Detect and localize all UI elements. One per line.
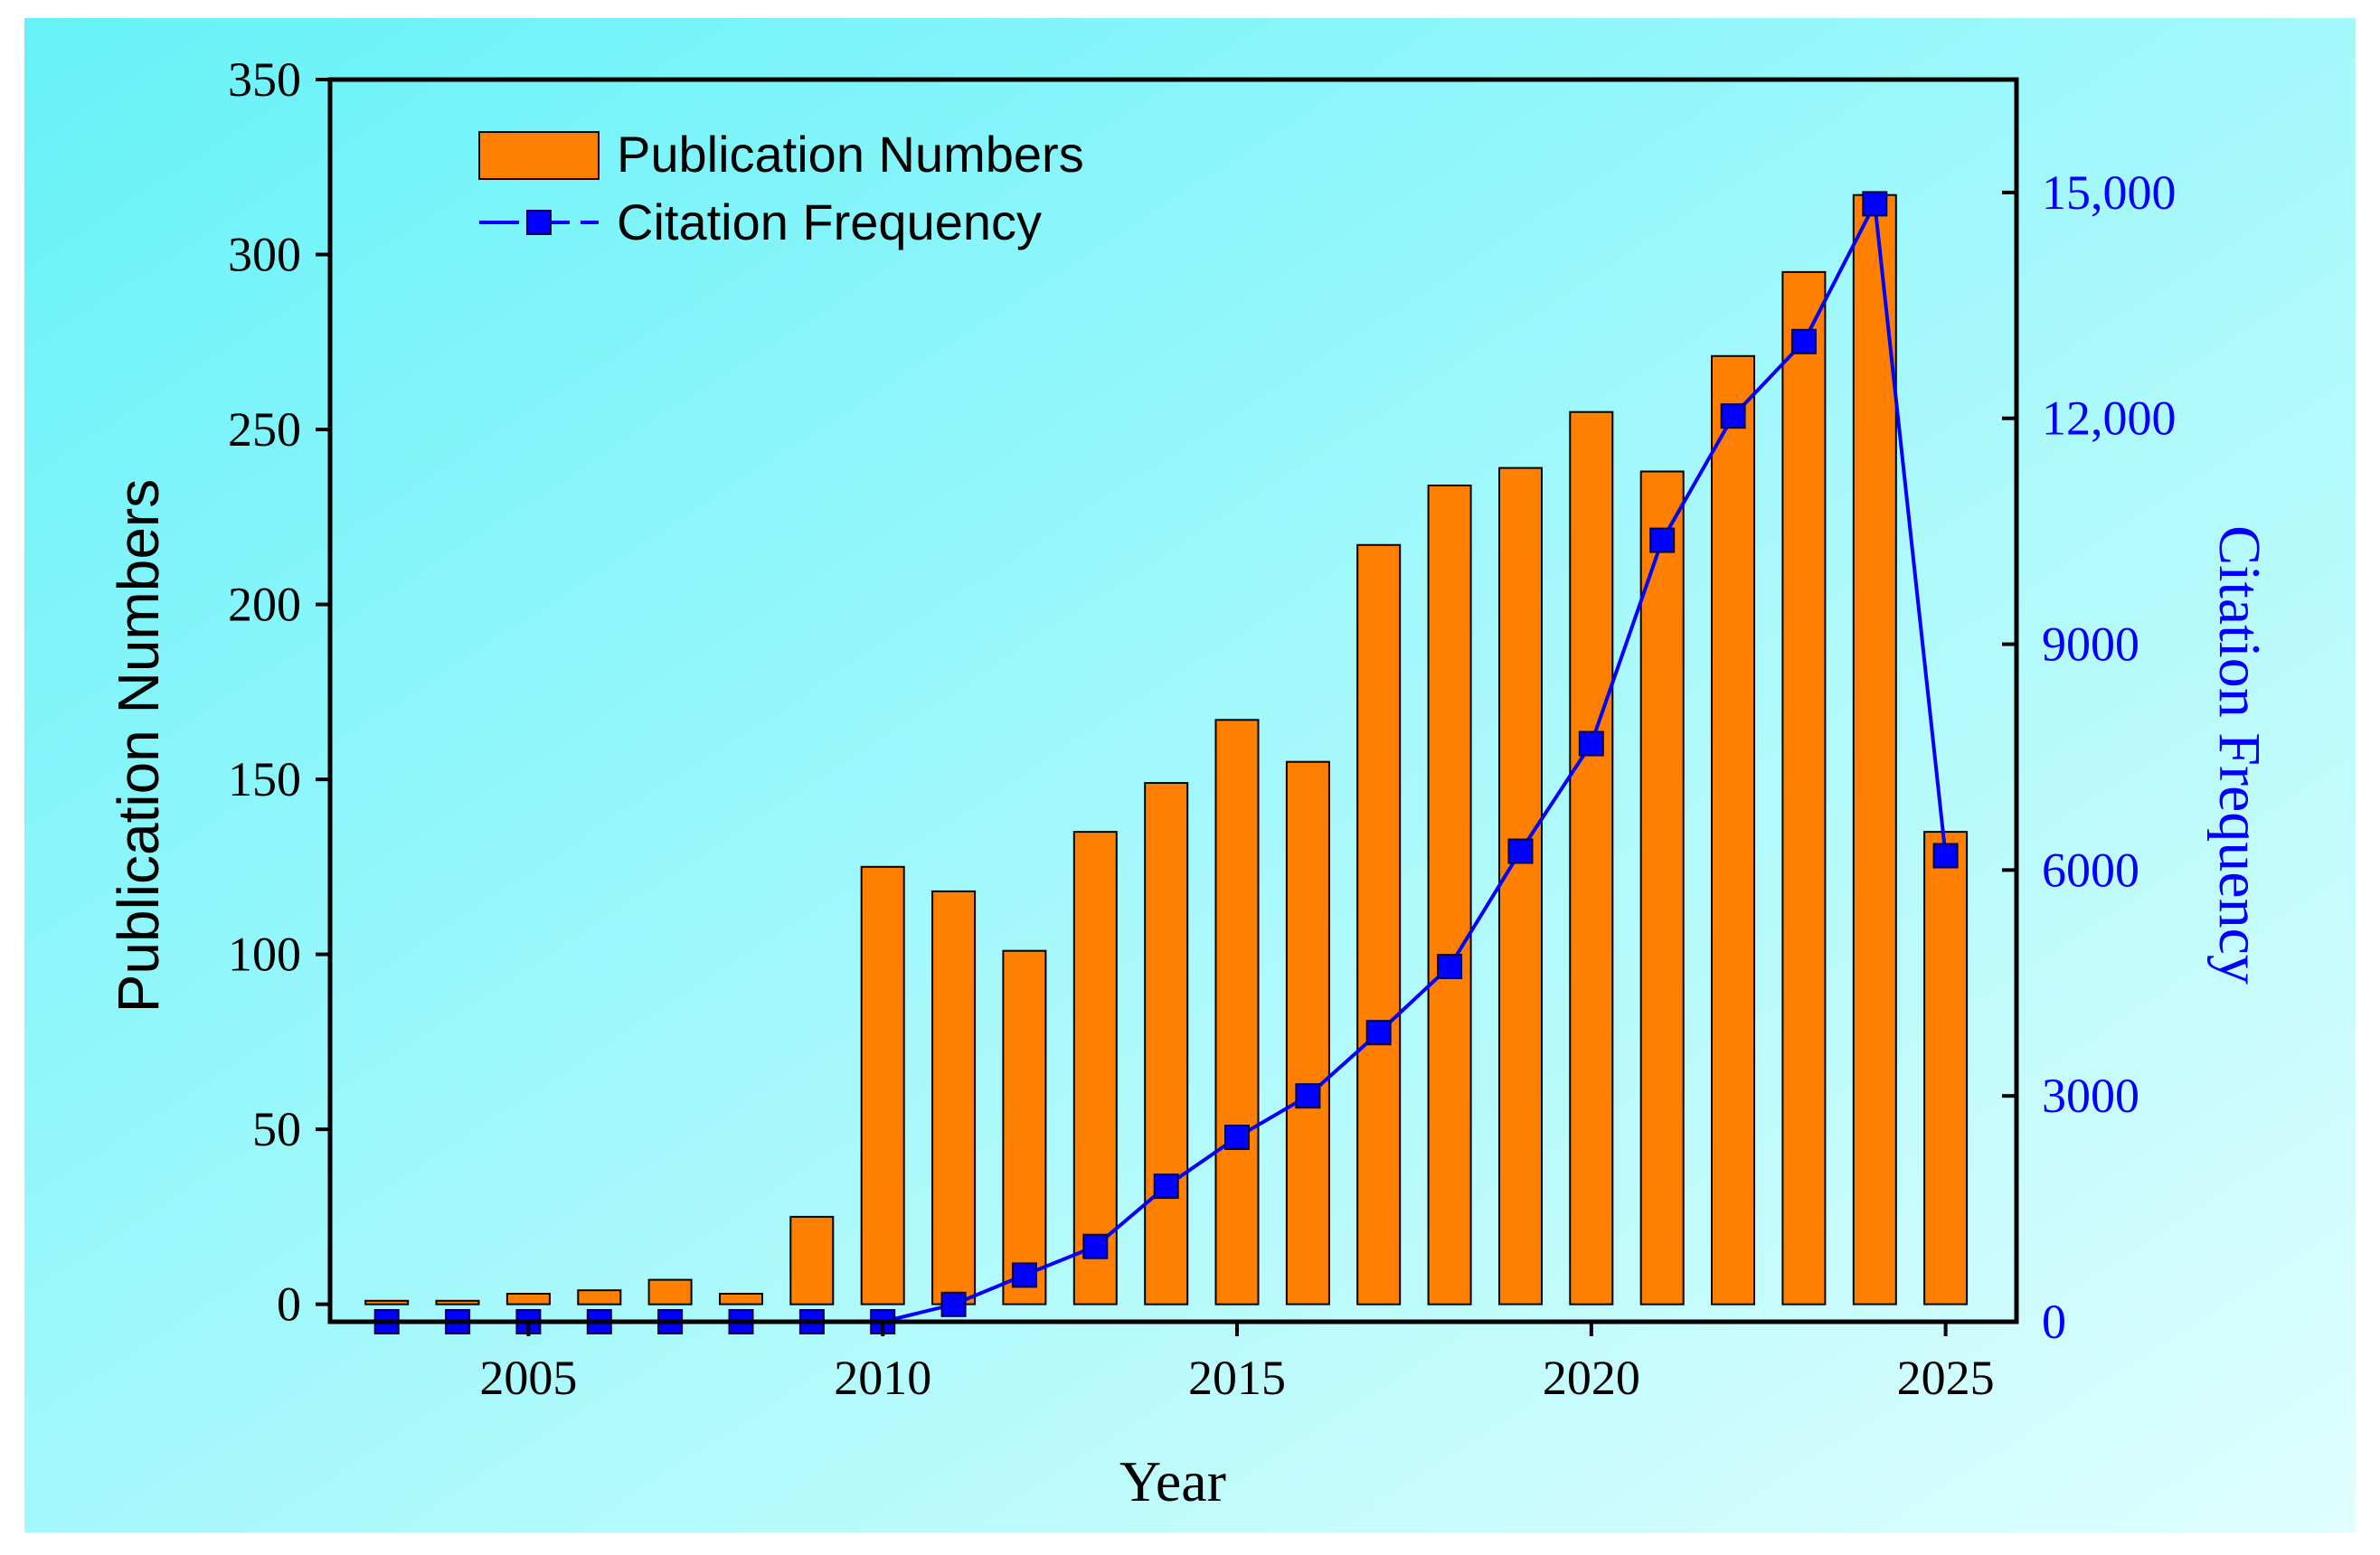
citation-point-2011: [940, 1291, 967, 1317]
bar-2013: [1072, 831, 1118, 1305]
bar-2012: [1002, 949, 1047, 1305]
left-axis-tick-label: 100: [228, 928, 301, 982]
x-axis-tick-label: 2015: [1188, 1351, 1286, 1405]
right-axis-tick-label: 6000: [2042, 843, 2139, 897]
x-axis-title: Year: [1119, 1449, 1226, 1513]
legend: Publication Numbers Citation Frequency: [478, 126, 1084, 250]
bar-2018: [1427, 485, 1472, 1305]
citation-point-2013: [1082, 1233, 1109, 1259]
bar-2015: [1214, 719, 1260, 1305]
right-axis-tick-label: 12,000: [2042, 391, 2177, 446]
left-axis-tick-label: 50: [252, 1102, 301, 1156]
chart-background: [24, 18, 2356, 1532]
bar-2008: [719, 1293, 763, 1305]
citation-point-2017: [1365, 1020, 1392, 1046]
bar-2024: [1852, 193, 1897, 1305]
legend-marker-swatch: [526, 210, 552, 235]
bar-2007: [647, 1278, 693, 1305]
citation-point-2018: [1437, 954, 1463, 979]
right-axis-tick-label: 3000: [2042, 1069, 2139, 1123]
citation-point-2023: [1790, 328, 1817, 354]
left-axis-tick-label: 200: [228, 578, 301, 632]
legend-label-publications: Publication Numbers: [617, 126, 1084, 183]
left-axis-tick-label: 0: [277, 1277, 301, 1332]
citation-point-2016: [1295, 1083, 1321, 1109]
bar-2010: [860, 865, 905, 1305]
citation-point-2020: [1578, 730, 1604, 757]
bar-2021: [1639, 470, 1685, 1305]
legend-label-citations: Citation Frequency: [617, 193, 1042, 250]
x-axis-tick-label: 2025: [1897, 1351, 1995, 1405]
bar-2004: [435, 1299, 480, 1305]
x-axis-tick-label: 2005: [479, 1351, 577, 1405]
bar-2017: [1356, 543, 1402, 1305]
right-axis-title: Citation Frequency: [2206, 525, 2272, 985]
citation-point-2021: [1649, 527, 1676, 553]
right-axis-tick-label: 15,000: [2042, 165, 2177, 220]
citation-point-2014: [1153, 1173, 1179, 1200]
right-axis-tick-label: 0: [2042, 1295, 2066, 1349]
citation-point-2015: [1224, 1125, 1250, 1150]
citation-point-2012: [1011, 1262, 1037, 1288]
bar-2023: [1781, 270, 1827, 1305]
right-axis-tick-label: 9000: [2042, 617, 2139, 672]
citation-point-2019: [1507, 838, 1534, 864]
left-axis-tick-label: 300: [228, 228, 301, 282]
bar-2006: [577, 1289, 622, 1305]
bar-2014: [1144, 782, 1189, 1305]
bar-2020: [1569, 410, 1614, 1305]
axes-layer: 0 50 100 150 200 250 300 350 0 3000 6000 9000 12,000…: [228, 52, 2177, 1405]
x-axis-tick-label: 2010: [834, 1351, 931, 1405]
bar-2009: [789, 1215, 835, 1305]
bars-layer: [364, 193, 1969, 1305]
bar-2016: [1285, 760, 1330, 1305]
bar-2011: [931, 890, 977, 1305]
left-axis-tick-label: 350: [228, 52, 301, 107]
left-axis-tick-label: 250: [228, 402, 301, 457]
citation-point-2022: [1720, 403, 1746, 429]
left-axis-tick-label: 150: [228, 752, 301, 806]
bar-2025: [1923, 831, 1969, 1305]
bar-2003: [364, 1299, 410, 1305]
x-axis-tick-label: 2020: [1543, 1351, 1640, 1405]
bar-2005: [505, 1293, 551, 1305]
left-axis-title: Publication Numbers: [106, 479, 171, 1013]
plot-frame: [327, 77, 2019, 1324]
bar-2019: [1498, 466, 1543, 1305]
bar-2022: [1711, 354, 1755, 1305]
citation-point-2025: [1932, 843, 1959, 869]
citation-point-2024: [1862, 191, 1888, 217]
legend-bar-swatch: [478, 131, 600, 180]
